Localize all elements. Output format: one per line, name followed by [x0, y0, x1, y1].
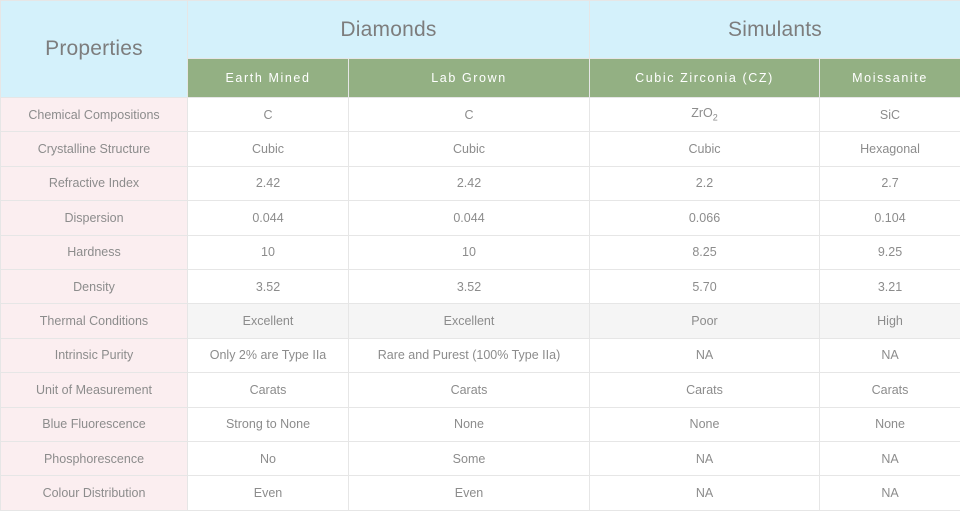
table-cell: Poor: [590, 304, 820, 338]
table-cell: 2.7: [820, 166, 960, 200]
table-cell: 3.52: [188, 269, 349, 303]
table-cell: Hexagonal: [820, 132, 960, 166]
row-label: Unit of Measurement: [1, 373, 188, 407]
table-cell: Cubic: [590, 132, 820, 166]
table-cell: 10: [188, 235, 349, 269]
row-label: Thermal Conditions: [1, 304, 188, 338]
row-label: Chemical Compositions: [1, 98, 188, 132]
table-cell: NA: [590, 338, 820, 372]
table-cell: 10: [349, 235, 590, 269]
table-cell: Even: [188, 476, 349, 510]
table-cell: Some: [349, 441, 590, 475]
table-cell: 8.25: [590, 235, 820, 269]
row-label: Crystalline Structure: [1, 132, 188, 166]
column-header-earth-mined: Earth Mined: [188, 59, 349, 98]
table-cell: ZrO2: [590, 98, 820, 132]
table-cell: NA: [820, 441, 960, 475]
table-cell: 2.2: [590, 166, 820, 200]
table-cell: 2.42: [188, 166, 349, 200]
table-cell: No: [188, 441, 349, 475]
properties-corner-header: Properties: [1, 1, 188, 98]
row-label: Hardness: [1, 235, 188, 269]
table-cell: NA: [820, 338, 960, 372]
column-header-cubic-zirconia: Cubic Zirconia (CZ): [590, 59, 820, 98]
row-label: Intrinsic Purity: [1, 338, 188, 372]
row-label: Phosphorescence: [1, 441, 188, 475]
table-cell: None: [820, 407, 960, 441]
table-cell: Rare and Purest (100% Type IIa): [349, 338, 590, 372]
table-cell: Carats: [349, 373, 590, 407]
table-cell: 3.52: [349, 269, 590, 303]
table-cell: Cubic: [188, 132, 349, 166]
table-cell: 5.70: [590, 269, 820, 303]
table-cell: Excellent: [349, 304, 590, 338]
column-header-moissanite: Moissanite: [820, 59, 960, 98]
table-cell: NA: [820, 476, 960, 510]
table-cell: 9.25: [820, 235, 960, 269]
table-cell: Carats: [590, 373, 820, 407]
table-cell: Carats: [820, 373, 960, 407]
row-label: Blue Fluorescence: [1, 407, 188, 441]
table-cell: Carats: [188, 373, 349, 407]
table-cell: 0.104: [820, 201, 960, 235]
table-cell: NA: [590, 476, 820, 510]
table-cell: SiC: [820, 98, 960, 132]
column-header-lab-grown: Lab Grown: [349, 59, 590, 98]
table-cell: Strong to None: [188, 407, 349, 441]
table-cell: C: [188, 98, 349, 132]
table-cell: Even: [349, 476, 590, 510]
table-cell: Cubic: [349, 132, 590, 166]
table-cell: 3.21: [820, 269, 960, 303]
table-cell: C: [349, 98, 590, 132]
table-cell: None: [590, 407, 820, 441]
row-label: Colour Distribution: [1, 476, 188, 510]
table-cell: 0.066: [590, 201, 820, 235]
row-label: Dispersion: [1, 201, 188, 235]
group-header-simulants: Simulants: [590, 1, 960, 59]
table-cell: 2.42: [349, 166, 590, 200]
table-cell: High: [820, 304, 960, 338]
row-label: Refractive Index: [1, 166, 188, 200]
table-cell: 0.044: [188, 201, 349, 235]
group-header-diamonds: Diamonds: [188, 1, 590, 59]
row-label: Density: [1, 269, 188, 303]
header-group-row: Properties Diamonds Simulants: [1, 1, 960, 59]
table-header: Properties Diamonds Simulants Earth Mine…: [1, 1, 960, 98]
table-cell: Excellent: [188, 304, 349, 338]
table-cell: None: [349, 407, 590, 441]
table-cell: 0.044: [349, 201, 590, 235]
table-cell: Only 2% are Type IIa: [188, 338, 349, 372]
table-cell: NA: [590, 441, 820, 475]
